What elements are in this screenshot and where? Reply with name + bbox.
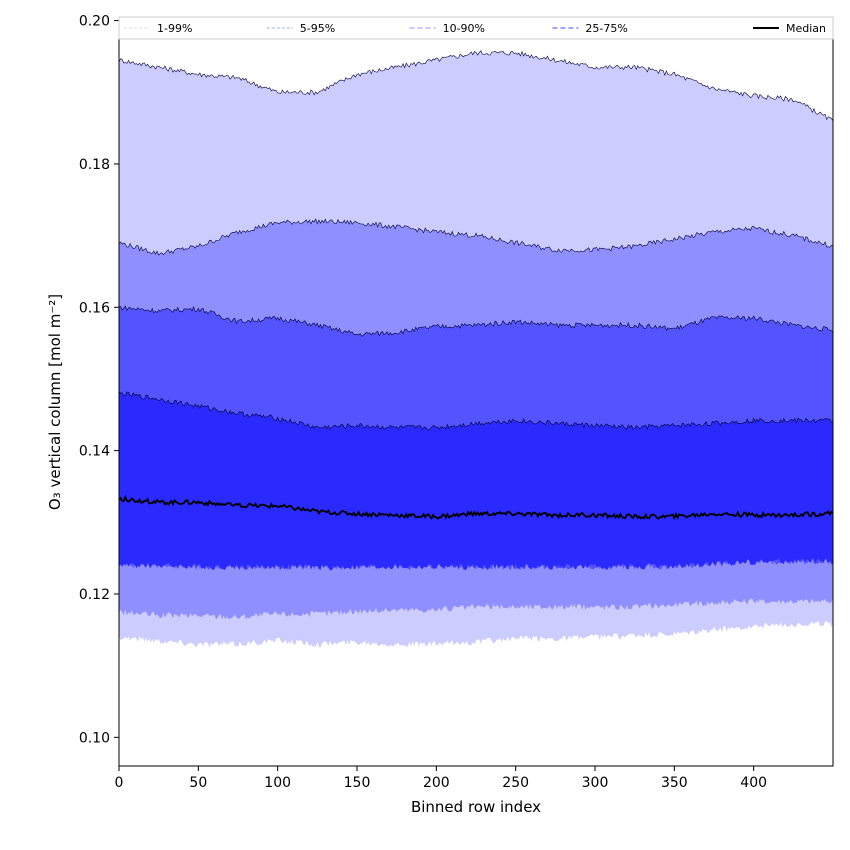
legend-label: 25-75% xyxy=(585,22,627,35)
axes: 0 50 100 150 200 250 300 350 400 0.10 0.12 0.14 0.16… xyxy=(79,14,834,791)
x-tick-label: 150 xyxy=(344,775,371,791)
x-tick-label: 200 xyxy=(423,775,450,791)
y-tick-label: 0.18 xyxy=(79,157,110,173)
band-upper-edge xyxy=(119,50,833,122)
x-tick-label: 0 xyxy=(115,775,124,791)
x-tick-label: 250 xyxy=(502,775,529,791)
y-tick-label: 0.14 xyxy=(79,444,110,460)
y-tick-label: 0.10 xyxy=(79,730,110,746)
band-inner-band xyxy=(119,391,833,571)
plot-area xyxy=(119,17,833,730)
x-tick-label: 350 xyxy=(661,775,688,791)
band-upper-edge xyxy=(119,218,833,256)
y-tick-label: 0.20 xyxy=(79,14,110,30)
x-axis-label: Binned row index xyxy=(411,798,541,816)
legend-label: 5-95% xyxy=(300,22,335,35)
legend-label: 10-90% xyxy=(443,22,485,35)
legend-label: 1-99% xyxy=(157,22,192,35)
y-axis-label: O₃ vertical column [mol m⁻²] xyxy=(46,294,64,510)
x-tick-label: 300 xyxy=(582,775,609,791)
legend-box xyxy=(118,16,834,40)
band-upper-edge xyxy=(119,305,833,337)
median-line xyxy=(119,494,833,521)
x-tick-label: 400 xyxy=(740,775,767,791)
band-upper-edge xyxy=(119,391,833,431)
y-tick-label: 0.12 xyxy=(79,587,110,603)
legend-label: Median xyxy=(786,22,826,35)
x-tick-label: 100 xyxy=(264,775,291,791)
x-tick-label: 50 xyxy=(189,775,207,791)
y-tick-label: 0.16 xyxy=(79,300,110,316)
legend: 1-99% 5-95% 10-90% 25-75% Median xyxy=(118,16,834,40)
